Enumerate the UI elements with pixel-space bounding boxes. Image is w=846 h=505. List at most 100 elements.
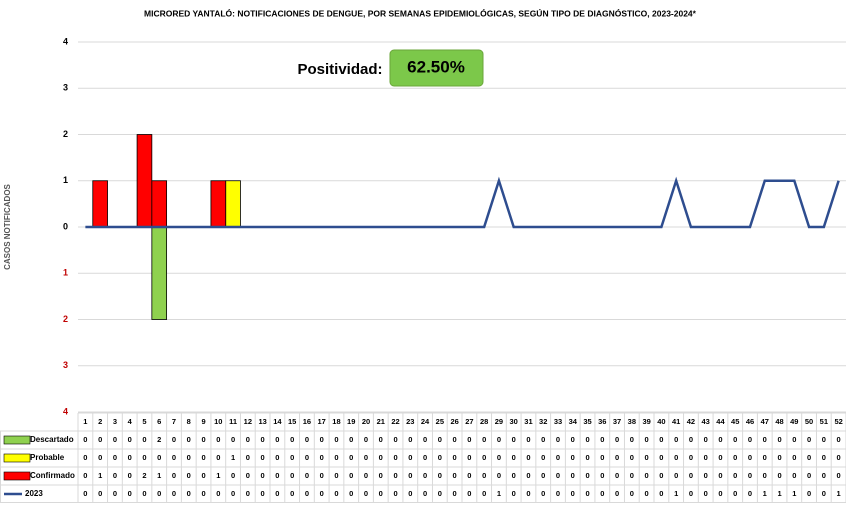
x-tick-label: 39 bbox=[642, 417, 650, 426]
x-tick-label: 3 bbox=[113, 417, 117, 426]
bar bbox=[210, 180, 227, 228]
table-cell: 1 bbox=[792, 489, 796, 498]
table-cell: 0 bbox=[83, 489, 87, 498]
table-cell: 0 bbox=[349, 471, 353, 480]
table-cell: 0 bbox=[777, 435, 781, 444]
x-tick-label: 6 bbox=[157, 417, 161, 426]
table-cell: 0 bbox=[275, 453, 279, 462]
table-cell: 0 bbox=[718, 453, 722, 462]
table-cell: 0 bbox=[187, 471, 191, 480]
table-cell: 0 bbox=[83, 471, 87, 480]
table-cell: 0 bbox=[172, 453, 176, 462]
y-tick-label: 3 bbox=[63, 360, 68, 370]
table-cell: 1 bbox=[763, 489, 767, 498]
table-cell: 0 bbox=[497, 453, 501, 462]
table-cell: 0 bbox=[807, 489, 811, 498]
table-cell: 0 bbox=[349, 453, 353, 462]
table-cell: 0 bbox=[585, 453, 589, 462]
bar bbox=[136, 134, 153, 228]
table-cell: 0 bbox=[113, 453, 117, 462]
table-cell: 0 bbox=[763, 435, 767, 444]
x-tick-label: 17 bbox=[318, 417, 326, 426]
legend-swatch bbox=[3, 453, 31, 463]
x-tick-label: 28 bbox=[480, 417, 488, 426]
table-cell: 1 bbox=[216, 471, 220, 480]
table-cell: 1 bbox=[98, 471, 102, 480]
table-cell: 0 bbox=[305, 453, 309, 462]
x-tick-label: 19 bbox=[347, 417, 355, 426]
table-cell: 0 bbox=[438, 453, 442, 462]
table-cell: 0 bbox=[615, 435, 619, 444]
table-cell: 0 bbox=[201, 471, 205, 480]
x-tick-label: 13 bbox=[258, 417, 266, 426]
table-cell: 0 bbox=[128, 453, 132, 462]
table-cell: 0 bbox=[822, 489, 826, 498]
table-cell: 0 bbox=[630, 435, 634, 444]
table-cell: 0 bbox=[113, 471, 117, 480]
table-cell: 0 bbox=[467, 453, 471, 462]
table-cell: 0 bbox=[246, 489, 250, 498]
table-cell: 0 bbox=[585, 435, 589, 444]
table-cell: 1 bbox=[157, 471, 161, 480]
table-cell: 0 bbox=[497, 471, 501, 480]
table-cell: 0 bbox=[556, 489, 560, 498]
table-cell: 0 bbox=[438, 471, 442, 480]
table-cell: 0 bbox=[290, 435, 294, 444]
table-cell: 0 bbox=[718, 435, 722, 444]
table-cell: 0 bbox=[393, 471, 397, 480]
table-cell: 0 bbox=[674, 435, 678, 444]
table-cell: 0 bbox=[718, 489, 722, 498]
table-cell: 0 bbox=[526, 489, 530, 498]
table-cell: 0 bbox=[792, 453, 796, 462]
table-cell: 0 bbox=[423, 471, 427, 480]
table-cell: 0 bbox=[334, 435, 338, 444]
x-tick-label: 34 bbox=[569, 417, 578, 426]
table-cell: 0 bbox=[393, 489, 397, 498]
table-cell: 0 bbox=[556, 453, 560, 462]
table-cell: 0 bbox=[512, 471, 516, 480]
y-tick-label: 4 bbox=[63, 36, 68, 46]
table-cell: 0 bbox=[748, 435, 752, 444]
x-tick-label: 38 bbox=[628, 417, 636, 426]
table-cell: 0 bbox=[246, 453, 250, 462]
table-cell: 0 bbox=[822, 453, 826, 462]
table-cell: 2 bbox=[142, 471, 146, 480]
table-cell: 0 bbox=[792, 435, 796, 444]
table-cell: 0 bbox=[364, 453, 368, 462]
legend-label: Descartado bbox=[30, 435, 74, 444]
table-cell: 0 bbox=[453, 489, 457, 498]
table-cell: 0 bbox=[467, 489, 471, 498]
x-tick-label: 37 bbox=[613, 417, 621, 426]
table-cell: 0 bbox=[393, 453, 397, 462]
x-tick-label: 45 bbox=[731, 417, 739, 426]
legend-label: Confirmado bbox=[30, 471, 75, 480]
table-cell: 0 bbox=[733, 435, 737, 444]
y-tick-label: 0 bbox=[63, 221, 68, 231]
table-cell: 0 bbox=[246, 435, 250, 444]
table-cell: 0 bbox=[482, 489, 486, 498]
legend-label: Probable bbox=[30, 453, 65, 462]
annotation-box bbox=[389, 49, 484, 87]
table-cell: 0 bbox=[512, 453, 516, 462]
bar bbox=[225, 180, 241, 228]
x-tick-label: 22 bbox=[391, 417, 399, 426]
table-cell: 0 bbox=[630, 453, 634, 462]
table-cell: 0 bbox=[128, 471, 132, 480]
table-cell: 0 bbox=[482, 453, 486, 462]
table-cell: 0 bbox=[689, 471, 693, 480]
table-cell: 0 bbox=[777, 453, 781, 462]
table-cell: 0 bbox=[320, 453, 324, 462]
table-cell: 0 bbox=[83, 453, 87, 462]
table-cell: 0 bbox=[408, 453, 412, 462]
x-tick-label: 7 bbox=[172, 417, 176, 426]
table-cell: 0 bbox=[645, 489, 649, 498]
x-tick-label: 4 bbox=[128, 417, 133, 426]
table-cell: 0 bbox=[275, 489, 279, 498]
x-tick-label: 43 bbox=[702, 417, 710, 426]
table-cell: 0 bbox=[216, 489, 220, 498]
x-tick-label: 42 bbox=[687, 417, 695, 426]
table-cell: 0 bbox=[408, 471, 412, 480]
table-cell: 0 bbox=[305, 471, 309, 480]
